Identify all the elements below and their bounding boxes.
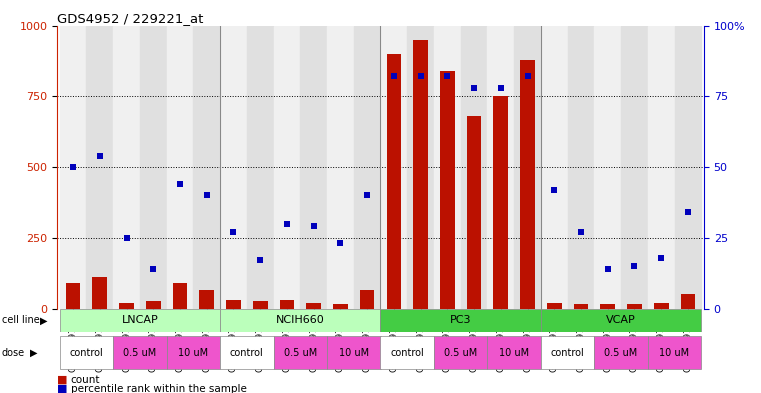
Bar xyxy=(621,26,648,309)
Bar xyxy=(173,283,187,309)
Bar xyxy=(220,26,247,309)
Bar xyxy=(487,336,541,369)
Bar xyxy=(440,71,454,309)
Bar xyxy=(60,336,113,369)
Bar xyxy=(333,304,348,309)
Bar xyxy=(547,303,562,309)
Bar xyxy=(360,290,374,309)
Text: 0.5 uM: 0.5 uM xyxy=(604,347,638,358)
Bar xyxy=(146,301,161,309)
Text: 10 uM: 10 uM xyxy=(178,347,209,358)
Text: 0.5 uM: 0.5 uM xyxy=(444,347,477,358)
Bar xyxy=(60,309,220,332)
Bar xyxy=(279,300,295,309)
Bar xyxy=(594,336,648,369)
Bar xyxy=(594,26,621,309)
Bar xyxy=(648,26,674,309)
Bar xyxy=(87,26,113,309)
Bar xyxy=(541,26,568,309)
Bar xyxy=(466,116,482,309)
Bar xyxy=(407,26,434,309)
Text: GDS4952 / 229221_at: GDS4952 / 229221_at xyxy=(57,12,203,25)
Bar xyxy=(327,26,354,309)
Text: dose: dose xyxy=(2,347,24,358)
Bar xyxy=(301,26,327,309)
Text: cell line: cell line xyxy=(2,315,40,325)
Bar xyxy=(387,54,401,309)
Bar xyxy=(541,336,594,369)
Bar xyxy=(380,336,434,369)
Text: percentile rank within the sample: percentile rank within the sample xyxy=(71,384,247,393)
Bar xyxy=(220,309,380,332)
Bar xyxy=(226,300,240,309)
Bar xyxy=(65,283,81,309)
Text: 10 uM: 10 uM xyxy=(499,347,529,358)
Text: ■: ■ xyxy=(57,384,68,393)
Text: control: control xyxy=(551,347,584,358)
Bar xyxy=(434,336,487,369)
Bar xyxy=(119,303,134,309)
Bar xyxy=(247,26,274,309)
Bar xyxy=(413,40,428,309)
Text: control: control xyxy=(230,347,264,358)
Bar xyxy=(380,26,407,309)
Bar xyxy=(627,304,642,309)
Text: 0.5 uM: 0.5 uM xyxy=(284,347,317,358)
Bar xyxy=(654,303,668,309)
Bar xyxy=(487,26,514,309)
Text: PC3: PC3 xyxy=(450,315,471,325)
Bar xyxy=(253,301,268,309)
Text: control: control xyxy=(390,347,424,358)
Text: 10 uM: 10 uM xyxy=(660,347,689,358)
Bar xyxy=(274,336,327,369)
Bar xyxy=(199,290,214,309)
Bar xyxy=(541,309,701,332)
Bar xyxy=(574,304,588,309)
Bar xyxy=(193,26,220,309)
Bar xyxy=(167,336,220,369)
Bar xyxy=(93,277,107,309)
Bar xyxy=(521,59,535,309)
Bar xyxy=(674,26,701,309)
Text: control: control xyxy=(69,347,103,358)
Text: LNCAP: LNCAP xyxy=(122,315,158,325)
Text: VCAP: VCAP xyxy=(607,315,636,325)
Bar xyxy=(493,96,508,309)
Bar xyxy=(220,336,274,369)
Text: 10 uM: 10 uM xyxy=(339,347,369,358)
Bar xyxy=(167,26,193,309)
Bar xyxy=(514,26,541,309)
Bar xyxy=(568,26,594,309)
Bar xyxy=(648,336,701,369)
Bar xyxy=(600,304,615,309)
Bar xyxy=(434,26,460,309)
Bar xyxy=(327,336,380,369)
Bar xyxy=(354,26,380,309)
Bar xyxy=(113,336,167,369)
Text: ▶: ▶ xyxy=(40,315,48,325)
Bar xyxy=(60,26,87,309)
Bar xyxy=(460,26,487,309)
Text: NCIH660: NCIH660 xyxy=(276,315,325,325)
Bar xyxy=(380,309,541,332)
Bar xyxy=(140,26,167,309)
Text: ▶: ▶ xyxy=(30,347,38,358)
Text: ■: ■ xyxy=(57,375,68,385)
Text: count: count xyxy=(71,375,100,385)
Bar xyxy=(113,26,140,309)
Text: 0.5 uM: 0.5 uM xyxy=(123,347,157,358)
Bar xyxy=(274,26,301,309)
Bar xyxy=(680,294,696,309)
Bar xyxy=(307,303,321,309)
